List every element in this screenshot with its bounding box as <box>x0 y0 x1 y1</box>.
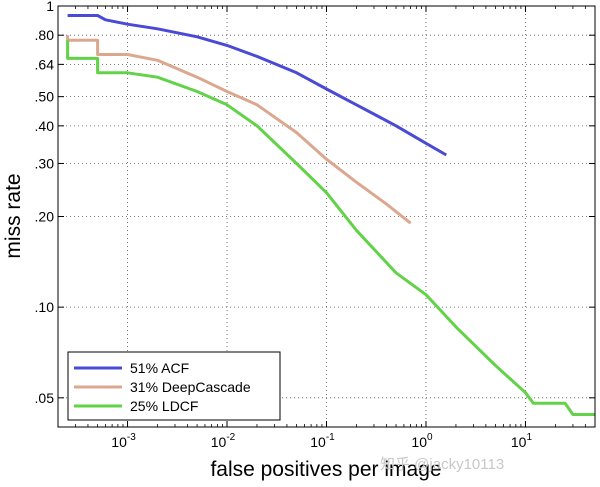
x-tick-label: 10-1 <box>310 432 335 450</box>
y-axis-title: miss rate <box>2 173 25 258</box>
y-tick-label: .20 <box>35 209 55 225</box>
y-tick-label: .64 <box>35 56 55 72</box>
axis-ticks: 10-3 10-2 10-1 100 101 1 .80 .64 .50 .40 .30 .20 .10… <box>35 0 595 450</box>
x-tick-label: 10-3 <box>111 432 136 450</box>
y-tick-label: .50 <box>35 89 55 105</box>
y-tick-label: 1 <box>46 0 54 14</box>
y-tick-label: .40 <box>35 118 55 134</box>
watermark: 知乎 @jacky10113 <box>380 456 504 473</box>
legend: 51% ACF 31% DeepCascade 25% LDCF <box>67 351 281 421</box>
legend-label-acf: 51% ACF <box>130 360 189 376</box>
legend-label-deepcascade: 31% DeepCascade <box>130 379 251 395</box>
series-line-deepcascade <box>66 35 412 225</box>
x-axis-title: false positives per image <box>210 458 441 481</box>
x-tick-label: 101 <box>511 432 533 450</box>
x-tick-label: 10-2 <box>211 432 236 450</box>
legend-label-ldcf: 25% LDCF <box>130 398 198 414</box>
series-line-ldcf <box>66 40 595 416</box>
y-tick-label: .10 <box>35 299 55 315</box>
y-tick-label: .30 <box>35 155 55 171</box>
y-tick-label: .05 <box>35 390 55 406</box>
series-line-acf <box>67 14 448 157</box>
grid <box>58 6 595 427</box>
x-tick-label: 100 <box>411 432 433 450</box>
series-lines <box>66 14 595 416</box>
y-tick-label: .80 <box>35 27 55 43</box>
